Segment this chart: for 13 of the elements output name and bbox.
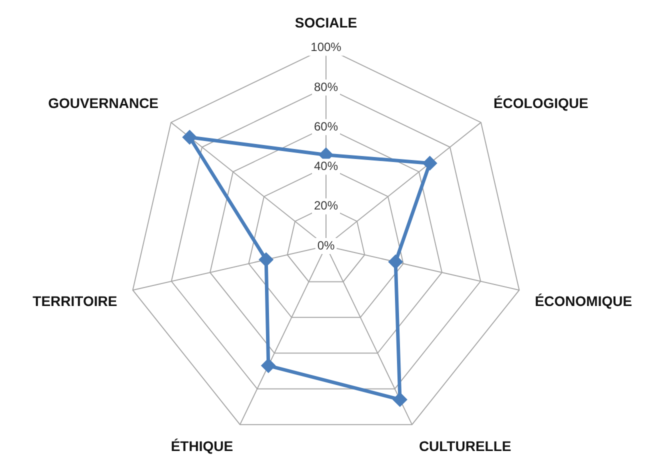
y-tick-label: 0% [317,238,335,252]
spoke-label: GOUVERNANCE [48,94,159,111]
spoke-label: ÉCONOMIQUE [534,292,632,309]
spoke-label: TERRITOIRE [32,292,118,309]
y-tick-label: 40% [314,159,338,174]
spoke-label: CULTURELLE [418,438,512,454]
spoke-label: SOCIALE [294,14,358,30]
spoke-label: ÉTHIQUE [170,438,234,454]
y-tick-label: 20% [314,198,338,213]
y-tick-label: 80% [314,80,338,94]
y-tick-label: 100% [310,40,342,54]
y-tick-label: 60% [314,119,338,134]
spoke-label: ÉCOLOGIQUE [493,94,588,111]
